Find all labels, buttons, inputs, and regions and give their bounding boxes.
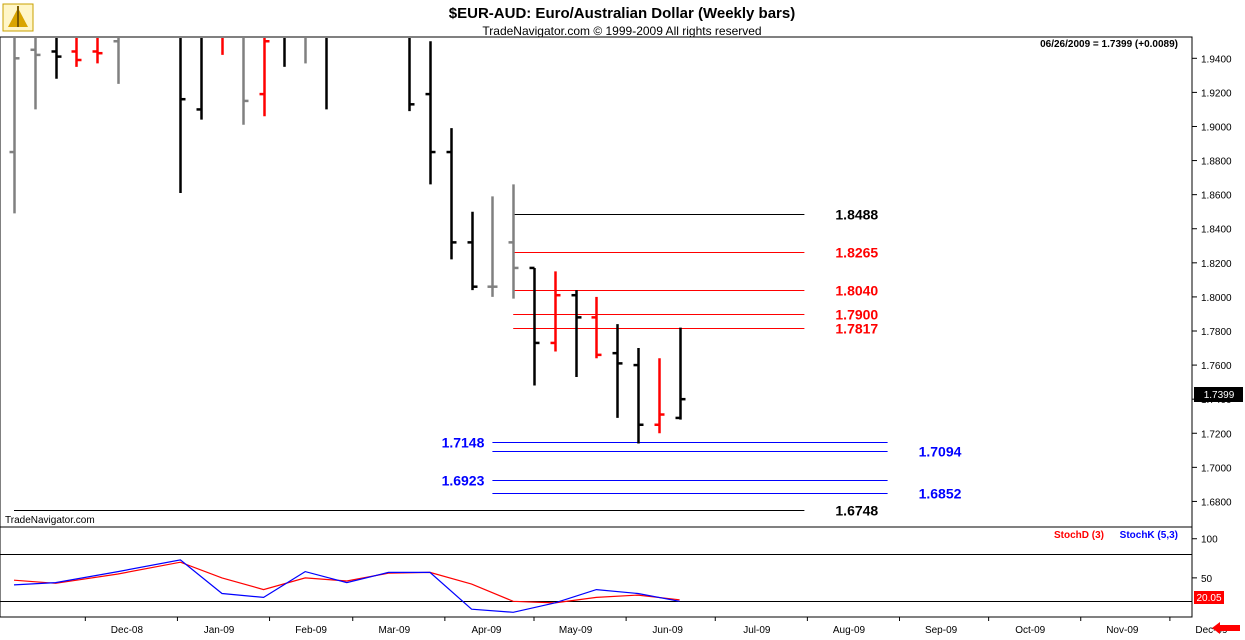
watermark: TradeNavigator.com [5, 515, 95, 526]
price-tick-label: 1.8800 [1201, 157, 1232, 168]
price-tick-label: 1.8000 [1201, 293, 1232, 304]
price-bar [591, 296, 602, 359]
time-tick-label: Oct-09 [1015, 625, 1045, 636]
price-bar [487, 196, 498, 297]
level-label: 1.7817 [835, 321, 878, 337]
price-bars [9, 38, 686, 444]
price-bar [408, 38, 415, 112]
price-bar [425, 41, 436, 185]
stoch-tick-label: 50 [1201, 574, 1213, 585]
price-bar [9, 38, 20, 214]
price-bar [446, 128, 457, 260]
level-label: 1.8488 [835, 207, 878, 223]
level-label: 1.8265 [835, 245, 878, 261]
price-bar [654, 358, 665, 434]
price-bar [612, 324, 623, 418]
price-tick-label: 1.8200 [1201, 259, 1232, 270]
level-label: 1.6748 [835, 503, 878, 519]
price-bar [242, 38, 249, 125]
time-tick-label: Feb-09 [295, 625, 327, 636]
level-label: 1.7900 [835, 307, 878, 323]
chart-title: $EUR-AUD: Euro/Australian Dollar (Weekly… [449, 5, 795, 22]
logo-icon [2, 3, 34, 32]
time-tick-label: Jun-09 [652, 625, 683, 636]
level-label: 1.6852 [919, 486, 962, 502]
price-tick-label: 1.9000 [1201, 122, 1232, 133]
time-tick-label: Mar-09 [378, 625, 410, 636]
price-bar [283, 38, 286, 67]
stoch-last-tag [1194, 591, 1224, 604]
time-tick-label: May-09 [559, 625, 593, 636]
price-bar [71, 38, 82, 67]
time-tick-label: Jan-09 [204, 625, 235, 636]
scroll-arrow-icon[interactable] [1212, 622, 1240, 634]
stoch-series-line [13, 559, 680, 613]
price-tick-label: 1.8400 [1201, 225, 1232, 236]
price-bar [51, 38, 62, 79]
price-tick-label: 1.8600 [1201, 191, 1232, 202]
price-tick-label: 1.7000 [1201, 463, 1232, 474]
price-tick-label: 1.7600 [1201, 361, 1232, 372]
level-label: 1.7148 [442, 435, 485, 451]
time-tick-label: Dec-08 [111, 625, 144, 636]
stochastic-reference-lines [0, 554, 1192, 602]
time-tick-label: Nov-09 [1106, 625, 1139, 636]
price-bar [467, 211, 478, 291]
price-tick-label: 1.7200 [1201, 429, 1232, 440]
stoch-last-label: 20.05 [1196, 593, 1221, 604]
price-bar [179, 38, 186, 193]
time-tick-label: Aug-09 [833, 625, 866, 636]
price-bar [196, 38, 203, 120]
chart-subtitle: TradeNavigator.com © 1999-2009 All right… [482, 24, 761, 38]
time-axis-ticks: Dec-08 Jan-09 Feb-09 Mar-09 Apr-09 May-09 Jun-… [84, 617, 1228, 636]
legend-stoch-k: StochK (5,3) [1120, 530, 1178, 541]
price-bar [92, 38, 103, 64]
stochastic-lines [13, 559, 680, 613]
level-label: 1.6923 [442, 473, 485, 489]
price-tick-label: 1.9200 [1201, 88, 1232, 99]
price-tick-label: 1.9400 [1201, 54, 1232, 65]
price-tick-label: 1.6800 [1201, 497, 1232, 508]
price-bar [30, 38, 41, 110]
level-label: 1.7094 [919, 444, 962, 460]
price-bar [529, 266, 540, 386]
quote-readout: 06/26/2009 = 1.7399 (+0.0089) [1040, 39, 1178, 50]
time-tick-label: Dec-09 [1195, 625, 1228, 636]
price-bar [633, 348, 644, 444]
legend-stoch-d: StochD (3) [1054, 530, 1104, 541]
price-bar [221, 38, 224, 55]
price-bar [571, 290, 582, 378]
last-price-label: 1.7399 [1204, 390, 1235, 401]
time-tick-label: Sep-09 [925, 625, 958, 636]
price-bar [508, 184, 519, 299]
last-price-tag [1194, 387, 1243, 402]
price-bar [259, 38, 270, 117]
price-bar [113, 38, 120, 84]
stoch-tick-label: 100 [1201, 535, 1218, 546]
price-bar [675, 327, 686, 420]
time-tick-label: Jul-09 [743, 625, 771, 636]
price-bar [325, 38, 328, 110]
level-label: 1.8040 [835, 283, 878, 299]
time-tick-label: Apr-09 [471, 625, 501, 636]
price-bar [550, 271, 561, 352]
price-bar [304, 38, 307, 64]
price-tick-label: 1.7800 [1201, 327, 1232, 338]
